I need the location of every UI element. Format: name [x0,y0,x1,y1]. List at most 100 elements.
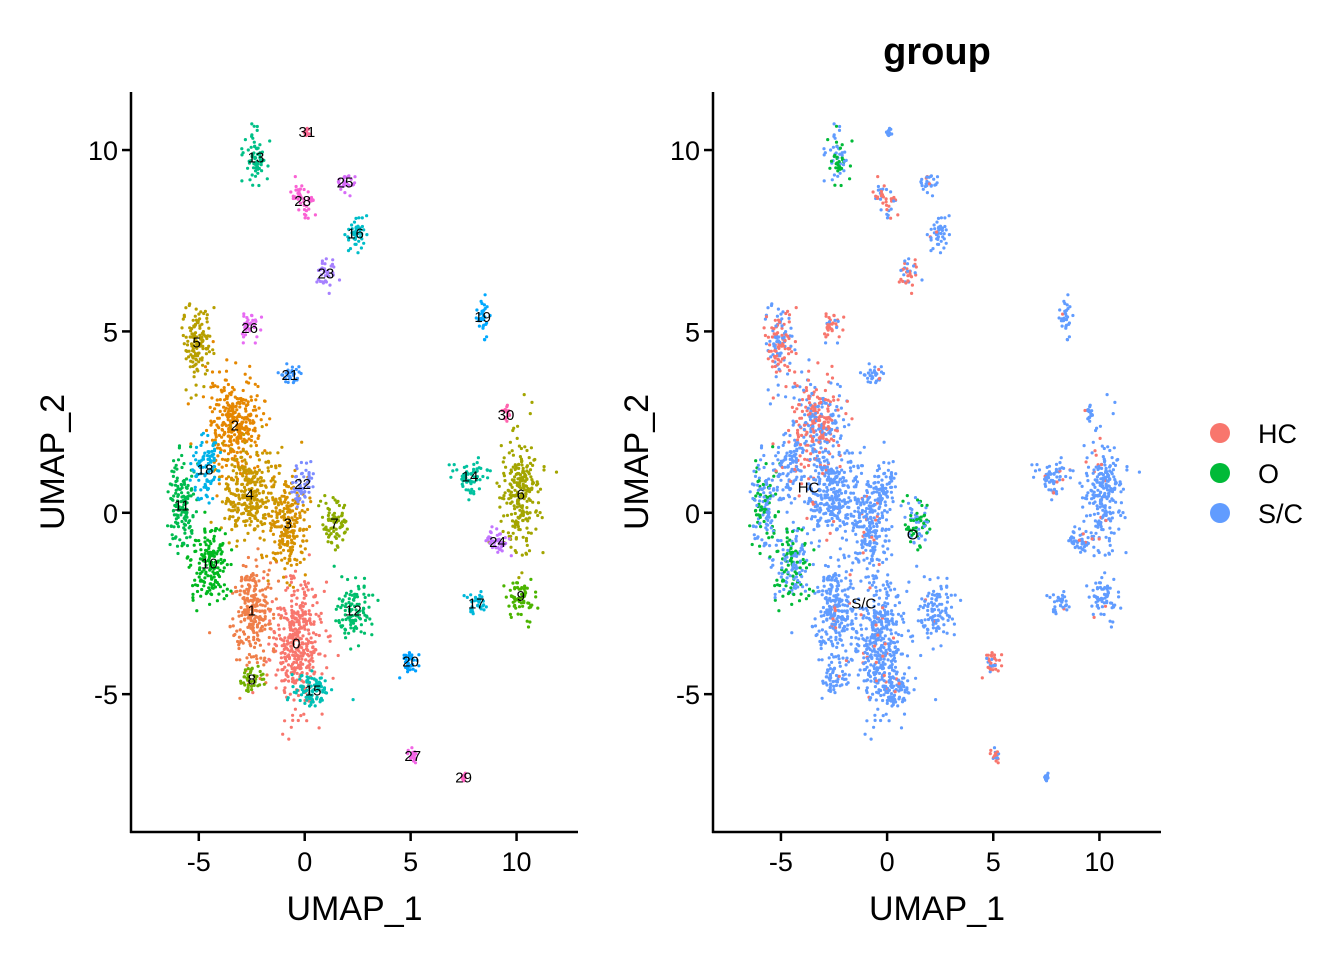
cluster-point [406,667,410,671]
cluster-point [244,420,248,424]
cluster-point [347,631,351,635]
cluster-point [513,475,517,479]
cluster-point [291,498,295,502]
cluster-point [259,656,263,660]
cluster-point [280,530,284,534]
cluster-point [492,539,496,543]
group-point [823,449,828,453]
cluster-point [514,550,518,555]
cluster-point [518,476,522,480]
group-point [819,516,823,520]
cluster-label: 4 [245,487,253,504]
cluster-point [318,700,322,704]
cluster-point [259,476,263,480]
group-point [865,719,869,723]
group-point [877,534,882,538]
cluster-point [231,407,235,411]
cluster-point [196,340,200,344]
cluster-point [350,223,354,227]
cluster-point [243,325,247,330]
cluster-point [175,499,180,503]
cluster-point [207,501,211,505]
cluster-point [249,438,253,443]
group-point [843,556,847,560]
cluster-point [260,588,265,592]
cluster-point [340,524,344,528]
cluster-point [290,490,294,494]
cluster-point [267,635,271,640]
cluster-point [296,718,300,723]
cluster-point [358,235,362,239]
cluster-point [498,532,502,536]
cluster-point [515,481,519,485]
cluster-point [302,712,306,716]
cluster-point [202,580,207,585]
cluster-point [252,420,256,425]
group-point [868,541,872,546]
group-point [832,486,836,491]
cluster-point [290,644,294,648]
cluster-point [288,649,292,653]
cluster-point [483,293,487,297]
cluster-point [274,597,278,601]
cluster-point [344,591,349,595]
group-point [847,496,851,500]
group-point [830,660,834,665]
cluster-point [526,487,530,491]
cluster-point [261,672,265,676]
cluster-point [289,664,293,668]
cluster-point [270,509,275,513]
group-point [899,614,903,618]
cluster-point [260,625,264,629]
cluster-point [236,502,240,506]
cluster-point [246,531,250,536]
group-point [794,306,798,310]
cluster-point [324,501,328,505]
cluster-point [256,664,260,668]
group-point [871,626,875,630]
group-point [781,310,785,314]
cluster-point [267,512,271,516]
cluster-point [200,570,204,574]
group-point [864,688,869,693]
cluster-point [317,652,321,656]
cluster-point [227,541,231,545]
group-point [885,510,889,514]
cluster-point [238,593,242,597]
cluster-point [246,505,250,509]
cluster-point [505,419,509,423]
group-point-cloud [748,122,1141,783]
cluster-point [212,449,217,453]
cluster-point [272,629,276,634]
cluster-point [286,506,290,510]
cluster-point [228,500,233,504]
cluster-point [207,586,211,590]
group-point [855,500,859,504]
cluster-point [191,514,195,518]
cluster-point [352,626,356,631]
cluster-point [191,318,195,322]
cluster-point [298,560,302,565]
cluster-point [243,333,248,337]
group-point [813,515,817,519]
group-point [884,712,888,716]
cluster-point [176,551,180,556]
cluster-point [256,171,260,175]
group-point [840,536,845,540]
group-point [837,498,842,502]
cluster-point [516,499,520,503]
group-point [905,654,910,658]
group-point [845,522,849,526]
cluster-point [282,489,286,493]
group-point [870,655,874,660]
cluster-point [520,460,524,464]
cluster-point [230,548,234,552]
group-point [828,605,832,609]
cluster-point [240,422,244,426]
cluster-label: 29 [455,770,472,787]
cluster-point [530,400,534,404]
group-point [885,590,889,594]
cluster-label: 20 [402,654,419,671]
cluster-point [197,575,201,579]
cluster-point [241,341,245,345]
